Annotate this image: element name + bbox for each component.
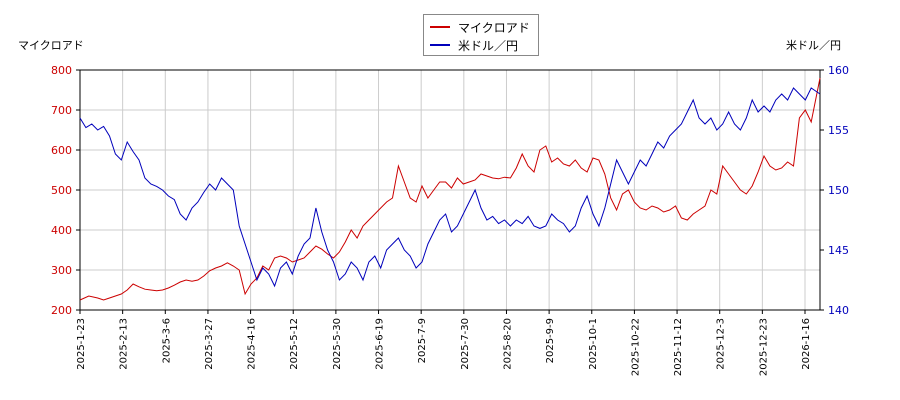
left-tick-label: 800 <box>51 64 72 77</box>
legend-swatch-series2 <box>430 44 450 46</box>
x-tick-label: 2026-1-16 <box>801 318 812 370</box>
legend-item-series2: 米ドル／円 <box>430 36 518 54</box>
series-layer <box>79 77 821 301</box>
legend: マイクロアド 米ドル／円 <box>423 14 539 56</box>
x-tick-label: 2025-1-23 <box>76 318 87 370</box>
left-axis-title: マイクロアド <box>18 39 84 52</box>
x-tick-label: 2025-10-22 <box>630 318 641 376</box>
series-line-2 <box>79 87 821 288</box>
grid <box>79 69 820 311</box>
x-tick-label: 2025-7-30 <box>460 318 471 370</box>
x-axis: 2025-1-23 2025-2-13 2025-3-6 2025-3-27 2025-… <box>76 310 812 376</box>
legend-swatch-series1 <box>430 26 450 28</box>
x-tick-label: 2025-11-12 <box>673 318 684 376</box>
x-tick-label: 2025-3-6 <box>161 318 172 363</box>
right-tick-label: 150 <box>828 184 849 197</box>
left-tick-label: 600 <box>51 144 72 157</box>
x-tick-label: 2025-7-9 <box>417 318 428 363</box>
left-tick-label: 200 <box>51 304 72 317</box>
x-tick-label: 2025-5-12 <box>289 318 300 370</box>
x-tick-label: 2025-6-19 <box>375 318 386 370</box>
left-axis: 200 300 400 500 600 700 800 <box>51 64 80 317</box>
x-tick-label: 2025-3-27 <box>204 318 215 370</box>
x-tick-label: 2025-2-13 <box>119 318 130 370</box>
right-tick-label: 145 <box>828 244 849 257</box>
right-axis: 140 145 150 155 160 <box>820 64 849 317</box>
right-axis-title: 米ドル／円 <box>786 39 841 52</box>
legend-item-series1: マイクロアド <box>430 18 530 36</box>
right-tick-label: 140 <box>828 304 849 317</box>
right-tick-label: 160 <box>828 64 849 77</box>
x-tick-label: 2025-4-16 <box>247 318 258 370</box>
x-tick-label: 2025-9-9 <box>545 318 556 363</box>
x-tick-label: 2025-10-1 <box>588 318 599 370</box>
x-tick-label: 2025-8-20 <box>502 318 513 370</box>
right-tick-label: 155 <box>828 124 849 137</box>
x-tick-label: 2025-12-23 <box>758 318 769 376</box>
left-tick-label: 400 <box>51 224 72 237</box>
series-line-1 <box>79 77 821 301</box>
x-tick-label: 2025-5-30 <box>332 318 343 370</box>
left-tick-label: 300 <box>51 264 72 277</box>
left-tick-label: 700 <box>51 104 72 117</box>
x-tick-label: 2025-12-3 <box>716 318 727 370</box>
legend-label-series2: 米ドル／円 <box>458 38 519 53</box>
legend-label-series1: マイクロアド <box>458 20 530 35</box>
left-tick-label: 500 <box>51 184 72 197</box>
